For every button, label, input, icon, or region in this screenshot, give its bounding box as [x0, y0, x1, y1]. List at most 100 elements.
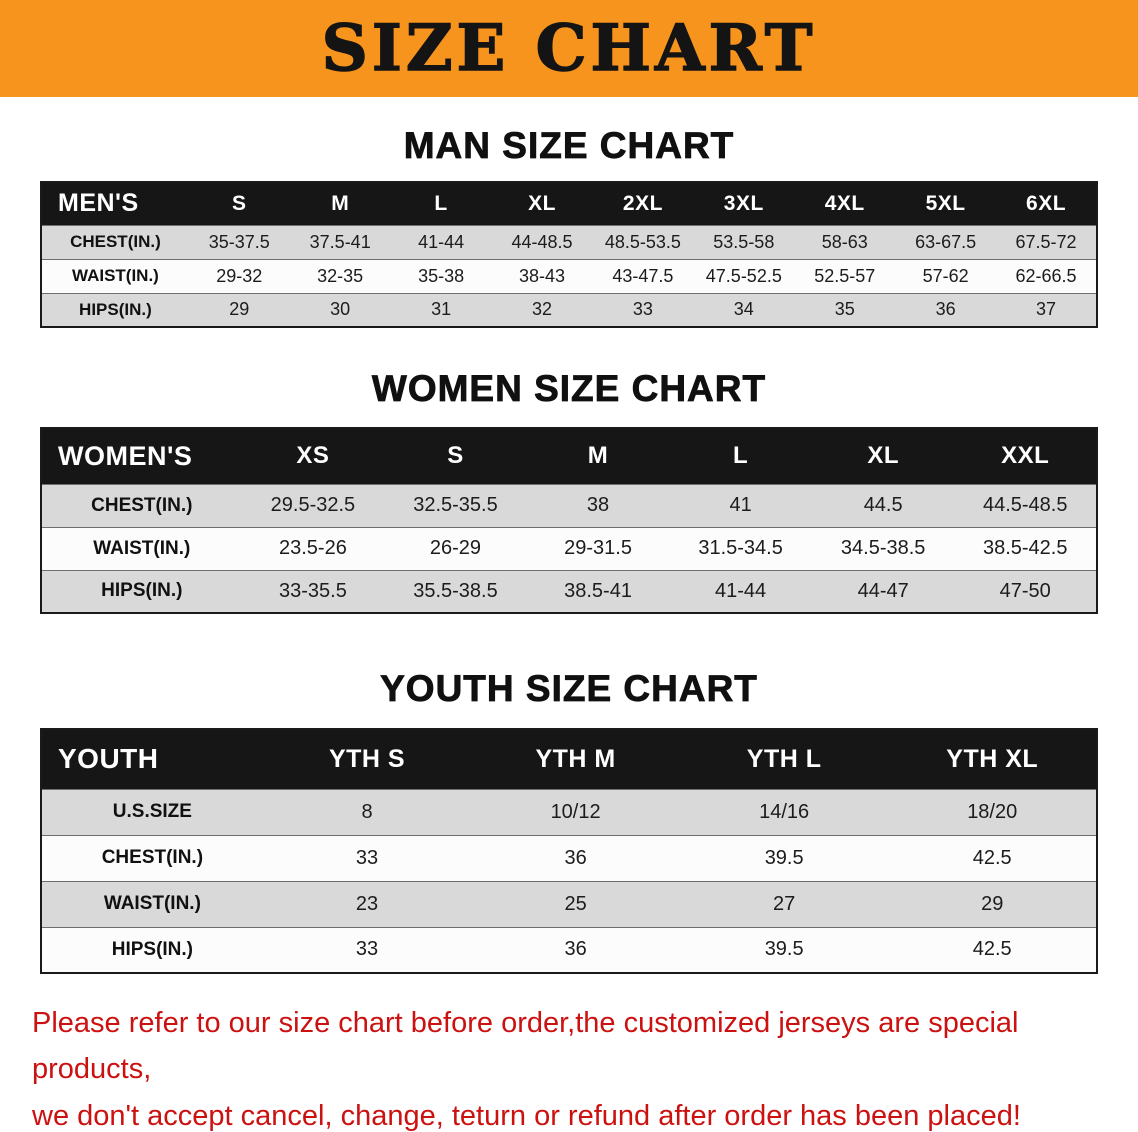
value-cell: 41-44: [418, 231, 465, 252]
value-cell: 41: [729, 494, 752, 516]
value-cell: 47-50: [999, 579, 1051, 602]
row-label-cell: WAIST(IN.): [103, 893, 201, 914]
value-cell: 38.5-41: [564, 579, 632, 602]
size-header-cell: L: [390, 182, 492, 225]
row-label-cell: HIPS(IN.): [111, 938, 194, 960]
size-header-cell: M: [289, 182, 391, 225]
measurement-row: WAIST(IN.) 23.5-26 26-29 29-31.5 31.5-34.5 34…: [41, 527, 1097, 570]
size-header-cell: 6XL: [996, 182, 1097, 225]
size-header-cell: XL: [811, 428, 955, 484]
row-label-cell: CHEST(IN.): [101, 847, 204, 868]
value-cell: 31: [431, 299, 452, 320]
size-header-cell: S: [384, 428, 527, 484]
value-cell: 35-37.5: [208, 231, 270, 252]
value-cell: 33: [632, 299, 653, 320]
measurement-row: HIPS(IN.) 29 30 31 32 33 34 35 36 37: [41, 293, 1097, 327]
value-cell: 25: [564, 892, 587, 915]
value-cell: 34: [733, 299, 754, 320]
value-cell: 39.5: [764, 846, 804, 869]
disclaimer-line-1: Please refer to our size chart before or…: [32, 1007, 1019, 1086]
value-cell: 35-38: [418, 265, 465, 286]
value-cell: 23.5-26: [278, 537, 347, 559]
value-cell: 33: [355, 846, 379, 869]
value-cell: 62-66.5: [1015, 265, 1077, 286]
size-header-cell: YTH XL: [888, 729, 1097, 789]
youth-section-heading: YOUTH SIZE CHART: [380, 668, 758, 710]
measurement-row: U.S.SIZE 8 10/12 14/16 18/20: [41, 789, 1097, 835]
value-cell: 47.5-52.5: [705, 265, 782, 286]
size-header-cell: S: [188, 182, 290, 225]
value-cell: 35.5-38.5: [413, 579, 498, 602]
size-header-row: MEN'S S M L XL 2XL 3XL 4XL 5XL 6XL: [41, 182, 1097, 225]
value-cell: 52.5-57: [814, 265, 876, 286]
youth-size-table: YOUTH YTH S YTH M YTH L YTH XL U.S.SIZE 8 10/12…: [40, 728, 1098, 974]
value-cell: 57-62: [922, 265, 969, 286]
value-cell: 32.5-35.5: [413, 494, 498, 516]
size-header-cell: XS: [241, 428, 385, 484]
value-cell: 42.5: [972, 938, 1012, 961]
value-cell: 35: [834, 299, 855, 320]
disclaimer: Please refer to our size chart before or…: [32, 1000, 1110, 1132]
value-cell: 33: [355, 938, 379, 961]
value-cell: 38: [586, 494, 610, 516]
measurement-row: HIPS(IN.) 33 36 39.5 42.5: [41, 927, 1097, 973]
value-cell: 39.5: [764, 938, 804, 961]
value-cell: 33-35.5: [278, 579, 347, 602]
value-cell: 38.5-42.5: [982, 537, 1068, 559]
value-cell: 36: [564, 938, 587, 961]
value-cell: 32-35: [317, 265, 364, 286]
row-label-cell: WAIST(IN.): [71, 266, 159, 285]
value-cell: 29: [229, 299, 250, 320]
value-cell: 53.5-58: [713, 231, 775, 252]
row-label-cell: CHEST(IN.): [91, 494, 193, 516]
size-header-cell: 4XL: [794, 182, 896, 225]
men-size-table: MEN'S S M L XL 2XL 3XL 4XL 5XL 6XL CHEST(IN.) 35-37…: [40, 181, 1098, 328]
size-header-cell: 5XL: [895, 182, 997, 225]
value-cell: 37: [1036, 299, 1057, 320]
value-cell: 29: [981, 892, 1004, 915]
value-cell: 36: [935, 299, 956, 320]
measurement-row: CHEST(IN.) 33 36 39.5 42.5: [41, 835, 1097, 881]
measurement-row: HIPS(IN.) 33-35.5 35.5-38.5 38.5-41 41-44 44-…: [41, 570, 1097, 613]
value-cell: 29-31.5: [564, 537, 632, 559]
value-cell: 48.5-53.5: [604, 231, 681, 252]
value-cell: 8: [361, 800, 373, 823]
size-header-cell: 3XL: [693, 182, 795, 225]
value-cell: 29.5-32.5: [270, 494, 356, 516]
value-cell: 63-67.5: [915, 231, 977, 252]
youth-section: YOUTH SIZE CHART YOUTH YTH S YTH M YTH L YTH…: [0, 668, 1138, 974]
measurement-row: CHEST(IN.) 29.5-32.5 32.5-35.5 38 41 44.5 44.5…: [41, 484, 1097, 527]
row-label-cell: HIPS(IN.): [79, 299, 152, 319]
size-header-cell: YTH S: [262, 729, 472, 789]
size-header-cell: L: [669, 428, 812, 484]
value-cell: 27: [773, 892, 796, 915]
value-cell: 14/16: [759, 800, 810, 823]
banner-title: SIZE CHART: [321, 10, 817, 87]
value-cell: 36: [564, 846, 587, 869]
men-section-heading: MAN SIZE CHART: [403, 125, 735, 167]
value-cell: 58-63: [821, 231, 868, 252]
banner: SIZE CHART: [0, 0, 1138, 97]
size-table: MEN'S S M L XL 2XL 3XL 4XL 5XL 6XL CHEST(IN.) 35-37…: [40, 181, 1098, 328]
value-cell: 29-32: [216, 265, 263, 286]
size-header-cell: YTH M: [471, 729, 680, 789]
size-header-cell: YTH L: [679, 729, 889, 789]
value-cell: 41-44: [715, 579, 767, 602]
value-cell: 37.5-41: [309, 231, 371, 252]
measurement-row: WAIST(IN.) 29-32 32-35 35-38 38-43 43-47.5 47.…: [41, 259, 1097, 293]
men-section: MAN SIZE CHART MEN'S S M L XL 2XL 3XL 4XL 5XL 6XL…: [0, 125, 1138, 328]
size-table: WOMEN'S XS S M L XL XXL CHEST(IN.) 29.5-32.5 32.5…: [40, 427, 1098, 614]
size-header-cell: XL: [491, 182, 593, 225]
size-table: YOUTH YTH S YTH M YTH L YTH XL U.S.SIZE 8 10/12…: [40, 728, 1098, 974]
value-cell: 31.5-34.5: [698, 537, 783, 559]
value-cell: 44-47: [857, 579, 909, 602]
disclaimer-line-2: we don't accept cancel, change, teturn o…: [32, 1099, 1021, 1132]
value-cell: 32: [531, 299, 553, 320]
value-cell: 44.5-48.5: [982, 494, 1068, 516]
value-cell: 30: [330, 299, 351, 320]
women-section-heading: WOMEN SIZE CHART: [371, 368, 767, 410]
row-label-cell: U.S.SIZE: [112, 801, 192, 822]
row-label-cell: WAIST(IN.): [93, 537, 191, 559]
value-cell: 44.5: [863, 494, 903, 516]
